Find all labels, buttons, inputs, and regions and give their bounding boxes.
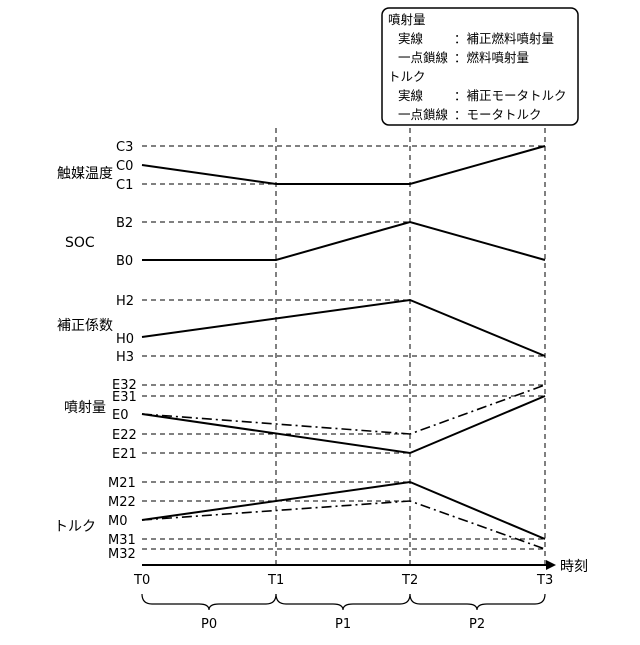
brace-p0 bbox=[142, 594, 276, 610]
row-label-catalyst: 触媒温度 bbox=[57, 166, 113, 182]
level-c1: C1 bbox=[116, 178, 133, 193]
legend-motor: ：モータトルク bbox=[454, 107, 542, 122]
time-axis-label: 時刻 bbox=[560, 559, 588, 575]
tick-t2: T2 bbox=[401, 573, 418, 588]
level-m31: M31 bbox=[108, 533, 136, 548]
legend-injection-title: 噴射量 bbox=[388, 12, 426, 27]
curves bbox=[142, 146, 545, 549]
catalyst-temp-line bbox=[142, 146, 545, 184]
level-b0: B0 bbox=[116, 254, 133, 269]
level-m32: M32 bbox=[108, 547, 136, 562]
corrected-injection-line bbox=[142, 396, 545, 453]
row-label-coef: 補正係数 bbox=[57, 318, 113, 334]
period-braces bbox=[142, 594, 545, 610]
level-guides bbox=[142, 146, 545, 549]
tick-t1: T1 bbox=[267, 573, 284, 588]
legend-torque-title: トルク bbox=[388, 69, 426, 84]
period-p1: P1 bbox=[335, 617, 351, 632]
tick-t0: T0 bbox=[133, 573, 150, 588]
level-m21: M21 bbox=[108, 476, 136, 491]
brace-p1 bbox=[276, 594, 410, 610]
level-m0: M0 bbox=[108, 514, 128, 529]
level-c0: C0 bbox=[116, 159, 133, 174]
legend-fuel: ：燃料噴射量 bbox=[454, 50, 529, 65]
soc-line bbox=[142, 222, 545, 260]
legend-chain-label: 一点鎖線 bbox=[398, 50, 449, 65]
period-p0: P0 bbox=[201, 617, 217, 632]
legend-chain-label-2: 一点鎖線 bbox=[398, 107, 449, 122]
legend-solid-label-2: 実線 bbox=[398, 88, 424, 103]
time-axis: 時刻 T0 T1 T2 T3 bbox=[133, 559, 588, 588]
level-b2: B2 bbox=[116, 216, 133, 231]
level-h3: H3 bbox=[116, 350, 134, 365]
row-label-injection: 噴射量 bbox=[64, 400, 106, 416]
level-c3: C3 bbox=[116, 140, 133, 155]
row-label-soc: SOC bbox=[65, 235, 95, 251]
brace-p2 bbox=[410, 594, 545, 610]
corrected-torque-line bbox=[142, 482, 545, 539]
period-p2: P2 bbox=[469, 617, 485, 632]
coef-line bbox=[142, 300, 545, 356]
level-e22: E22 bbox=[112, 428, 137, 443]
level-e0: E0 bbox=[112, 408, 129, 423]
level-m22: M22 bbox=[108, 495, 136, 510]
level-h0: H0 bbox=[116, 332, 134, 347]
tick-t3: T3 bbox=[536, 573, 553, 588]
torque-line bbox=[142, 501, 545, 549]
row-labels: 触媒温度 SOC 補正係数 噴射量 トルク bbox=[54, 166, 113, 535]
level-labels: C3 C0 C1 B2 B0 H2 H0 H3 E32 E31 E0 E22 E… bbox=[108, 140, 137, 562]
legend-corrected-fuel: ：補正燃料噴射量 bbox=[454, 31, 554, 46]
time-guides bbox=[276, 128, 545, 565]
level-h2: H2 bbox=[116, 294, 134, 309]
legend-solid-label: 実線 bbox=[398, 31, 424, 46]
legend-corrected-motor: ：補正モータトルク bbox=[454, 88, 567, 103]
injection-line bbox=[142, 385, 545, 434]
time-axis-arrow bbox=[546, 560, 556, 570]
level-e31: E31 bbox=[112, 390, 137, 405]
legend: 噴射量 実線 ：補正燃料噴射量 一点鎖線 ：燃料噴射量 トルク 実線 ：補正モー… bbox=[382, 8, 578, 125]
row-label-torque: トルク bbox=[54, 519, 96, 535]
level-e21: E21 bbox=[112, 447, 137, 462]
